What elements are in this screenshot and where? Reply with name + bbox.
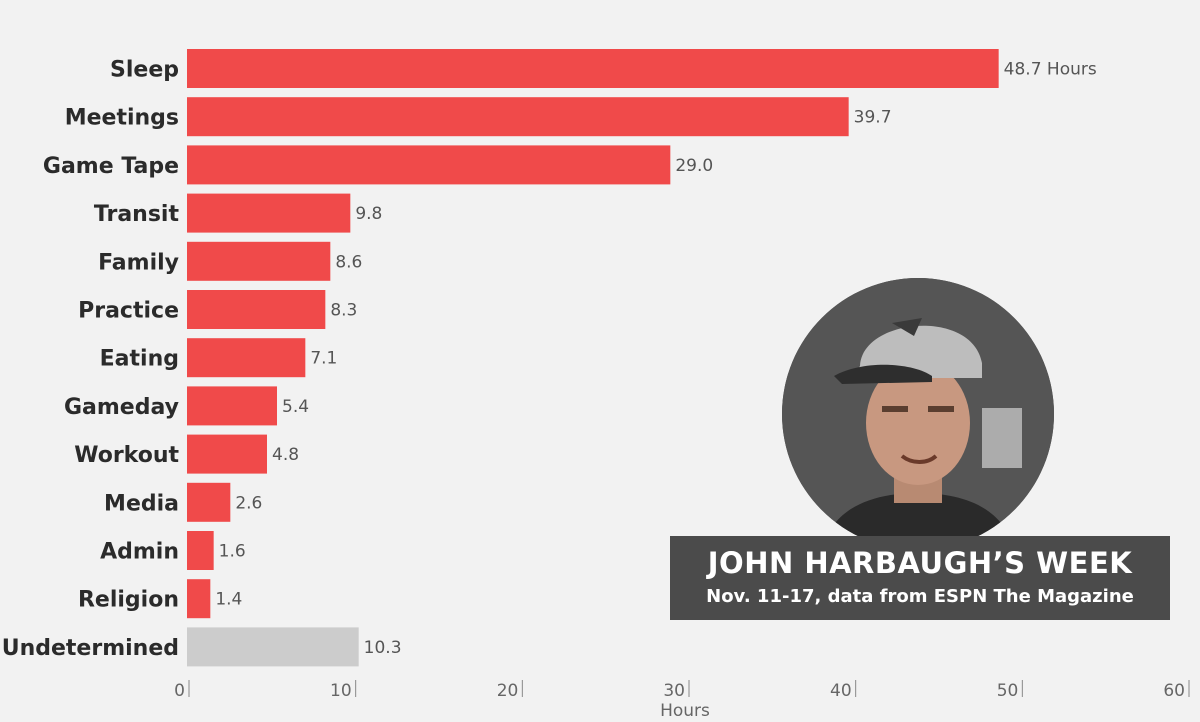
value-label-undetermined: 10.3 <box>364 638 402 658</box>
x-tick-label-60: 60 <box>1163 681 1185 701</box>
value-label-practice: 8.3 <box>330 301 357 321</box>
category-label-gameday: Gameday <box>64 395 179 420</box>
x-tick-label-0: 0 <box>174 681 185 701</box>
x-tick-label-10: 10 <box>330 681 352 701</box>
x-tick-label-50: 50 <box>997 681 1019 701</box>
bar-undetermined <box>187 627 359 667</box>
category-label-admin: Admin <box>100 540 179 565</box>
caption-box: JOHN HARBAUGH’S WEEK Nov. 11-17, data fr… <box>670 536 1170 620</box>
value-label-admin: 1.6 <box>219 542 246 562</box>
value-label-eating: 7.1 <box>310 349 337 369</box>
category-label-meetings: Meetings <box>65 106 179 131</box>
value-label-media: 2.6 <box>235 493 262 513</box>
bar-eating <box>187 338 306 378</box>
x-tick-label-20: 20 <box>497 681 519 701</box>
x-tick-label-40: 40 <box>830 681 852 701</box>
value-label-transit: 9.8 <box>355 204 382 224</box>
category-label-family: Family <box>98 250 179 275</box>
category-label-practice: Practice <box>78 299 179 324</box>
bar-religion <box>187 579 211 619</box>
bar-media <box>187 482 231 522</box>
category-label-religion: Religion <box>78 588 179 613</box>
bar-workout <box>187 434 267 474</box>
category-label-transit: Transit <box>94 202 180 227</box>
bar-gameday <box>187 386 277 426</box>
category-label-media: Media <box>104 491 179 516</box>
bar-admin <box>187 531 214 570</box>
category-label-workout: Workout <box>74 443 179 468</box>
coach-portrait-photo <box>782 278 1054 550</box>
x-axis-title: Hours <box>660 701 710 721</box>
bar-meetings <box>187 97 849 137</box>
caption-title: JOHN HARBAUGH’S WEEK <box>707 546 1133 580</box>
bar-practice <box>187 290 326 329</box>
x-tick-label-30: 30 <box>663 681 685 701</box>
value-label-game-tape: 29.0 <box>675 156 713 176</box>
category-label-undetermined: Undetermined <box>2 636 179 661</box>
value-label-gameday: 5.4 <box>282 397 309 417</box>
caption-subtitle: Nov. 11-17, data from ESPN The Magazine <box>706 586 1134 607</box>
value-label-family: 8.6 <box>335 252 362 272</box>
category-label-game-tape: Game Tape <box>43 154 179 179</box>
value-label-religion: 1.4 <box>215 590 242 610</box>
value-label-meetings: 39.7 <box>854 108 892 128</box>
bar-transit <box>187 193 351 233</box>
value-label-workout: 4.8 <box>272 445 299 465</box>
category-label-eating: Eating <box>100 347 179 372</box>
category-label-sleep: Sleep <box>110 58 179 83</box>
bar-family <box>187 241 331 281</box>
bar-sleep <box>187 49 999 88</box>
value-label-sleep: 48.7 Hours <box>1004 60 1097 80</box>
bar-game-tape <box>187 145 671 185</box>
